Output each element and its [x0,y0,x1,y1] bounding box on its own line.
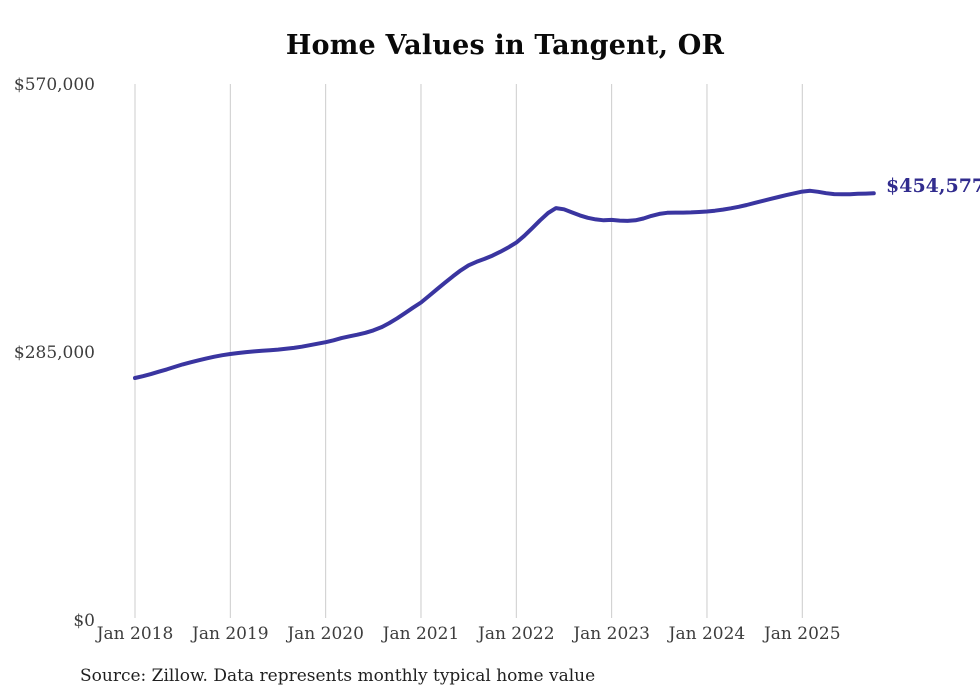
x-tick-label-jan-2019: Jan 2019 [192,624,269,644]
x-tick-label-jan-2020: Jan 2020 [287,624,364,644]
x-tick-label-jan-2024: Jan 2024 [668,624,746,644]
home-value-line [133,188,876,380]
x-tick-label-jan-2021: Jan 2021 [382,624,460,644]
x-tick-label-jan-2022: Jan 2022 [478,624,555,644]
x-tick-label-jan-2018: Jan 2018 [96,624,174,644]
latest-value-label: $454,577 [886,175,980,197]
x-axis-tick-labels: Jan 2018 Jan 2019 Jan 2020 Jan 2021 Jan 2022… [0,624,980,646]
x-tick-label-jan-2025: Jan 2025 [763,624,841,644]
x-tick-label-jan-2023: Jan 2023 [573,624,650,644]
chart-title: Home Values in Tangent, OR [285,30,725,61]
source-note: Source: Zillow. Data represents monthly … [80,666,596,686]
y-axis-tick-285000: $285,000 [13,343,95,363]
y-axis-tick-0: $0 [73,611,95,631]
vertical-gridlines [134,84,803,618]
y-axis-tick-570000: $570,000 [13,75,95,95]
